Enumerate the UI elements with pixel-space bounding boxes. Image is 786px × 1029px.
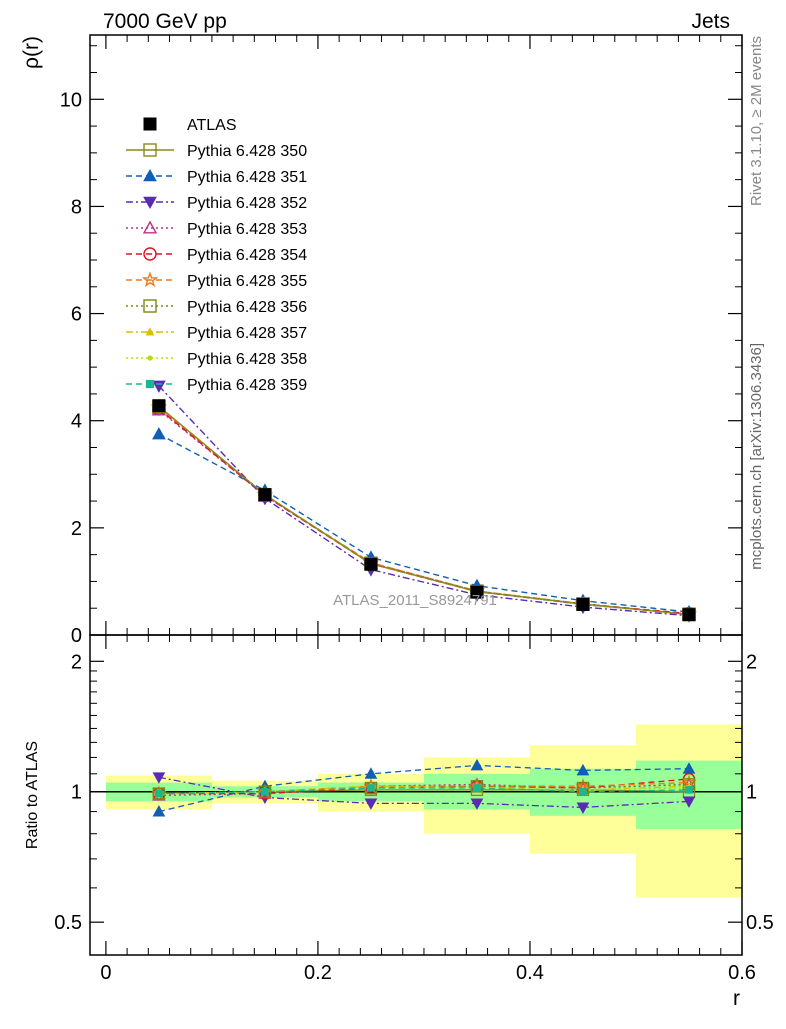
main-series-0-point-0 — [152, 399, 166, 413]
legend-marker-5 — [143, 247, 157, 261]
main-ytick-label-0: 0 — [71, 625, 82, 647]
main-series-9-line — [158, 406, 690, 615]
ratio-series-3-line — [158, 783, 690, 797]
legend-label-2: Pythia 6.428 351 — [187, 169, 307, 186]
ratio-series-9-point-0 — [155, 789, 163, 798]
ratio-series-2-point-2 — [364, 798, 378, 810]
legend-marker-2 — [143, 168, 157, 182]
x-tick-label-3: 0.6 — [728, 962, 756, 984]
ratio-ytick-label-right-0: 0.5 — [746, 912, 774, 934]
legend-marker-3 — [143, 196, 157, 210]
x-tick-label-1: 0.2 — [304, 962, 332, 984]
legend-label-10: Pythia 6.428 359 — [187, 377, 307, 394]
main-series-0-point-3 — [470, 585, 484, 599]
ratio-ytick-label-2: 2 — [71, 651, 82, 673]
legend-marker-7 — [143, 299, 157, 313]
ratio-ytick-label-right-2: 2 — [746, 651, 757, 673]
ratio-panel-frame: 0.5 0.5 1 1 2 2 0 0.2 0.4 0.6 — [54, 634, 774, 984]
legend-label-0: ATLAS — [187, 117, 237, 134]
main-series-6-line — [158, 406, 690, 615]
legend-marker-6 — [141, 271, 159, 287]
main-ytick-label-5: 10 — [60, 89, 82, 111]
legend-label-7: Pythia 6.428 356 — [187, 299, 307, 316]
legend-label-3: Pythia 6.428 352 — [187, 195, 307, 212]
main-series-0-point-2 — [364, 557, 378, 571]
main-series-2-point-0 — [152, 427, 166, 440]
ratio-series-1-point-2 — [364, 767, 378, 779]
legend-label-6: Pythia 6.428 355 — [187, 273, 307, 290]
main-series-4-line — [158, 409, 690, 615]
main-series-0-point-1 — [258, 488, 272, 502]
main-panel-series — [150, 380, 698, 623]
main-series-2-line — [158, 433, 690, 613]
ratio-series-9-line — [158, 787, 690, 795]
x-tick-label-0: 0 — [100, 962, 111, 984]
main-series-10-line — [158, 406, 690, 615]
main-series-0-point-5 — [682, 608, 696, 622]
ratio-series-9-point-1 — [261, 787, 269, 796]
ratio-series-2-point-0 — [152, 772, 166, 784]
main-ytick-label-3: 6 — [71, 304, 82, 326]
ratio-panel-series — [151, 758, 697, 817]
mcplots-source-label: mcplots.cern.ch [arXiv:1306.3436] — [748, 343, 765, 570]
ratio-series-2-point-3 — [470, 798, 484, 810]
main-series-0-point-4 — [576, 597, 590, 611]
ratio-series-1-point-0 — [152, 805, 166, 817]
main-series-7-line — [158, 406, 690, 615]
analysis-watermark: ATLAS_2011_S8924791 — [333, 592, 497, 609]
header-left-label: 7000 GeV pp — [103, 10, 227, 33]
main-series-3-line — [158, 385, 690, 617]
main-ytick-label-1: 2 — [71, 518, 82, 540]
legend-marker-10 — [145, 379, 155, 389]
legend-label-8: Pythia 6.428 357 — [187, 325, 307, 342]
main-panel-frame: 0 2 4 6 8 10 — [60, 34, 743, 647]
legend: ATLAS Pythia 6.428 350 Pythia 6.428 351 Pyt… — [126, 117, 307, 394]
legend-marker-4 — [142, 220, 158, 234]
x-tick-label-2: 0.4 — [516, 962, 544, 984]
header-right-label: Jets — [691, 10, 730, 33]
main-series-8-line — [158, 406, 690, 615]
ratio-series-2-point-4 — [576, 802, 590, 814]
main-ytick-label-4: 8 — [71, 196, 82, 218]
ratio-ytick-label-1: 1 — [71, 782, 82, 804]
legend-label-9: Pythia 6.428 358 — [187, 351, 307, 368]
ratio-border — [89, 634, 743, 956]
ratio-series-9-point-5 — [685, 786, 693, 794]
legend-marker-8 — [145, 327, 155, 336]
ratio-ytick-label-0: 0.5 — [54, 912, 82, 934]
legend-label-1: Pythia 6.428 350 — [187, 143, 307, 160]
ratio-series-1-point-4 — [576, 763, 590, 776]
main-series-1-line — [158, 405, 690, 616]
legend-marker-9 — [147, 355, 153, 361]
legend-label-4: Pythia 6.428 353 — [187, 221, 307, 238]
ratio-y-axis-label: Ratio to ATLAS — [24, 741, 41, 849]
ratio-series-1-point-3 — [470, 758, 484, 771]
ratio-series-5-line — [158, 781, 690, 795]
ratio-series-2-point-5 — [682, 796, 696, 808]
ratio-series-9-point-3 — [473, 784, 481, 792]
legend-marker-0 — [143, 117, 157, 131]
ratio-series-9-point-4 — [579, 787, 587, 796]
legend-marker-1 — [143, 143, 157, 157]
legend-label-5: Pythia 6.428 354 — [187, 247, 307, 264]
rivet-version-label: Rivet 3.1.10, ≥ 2M events — [748, 36, 765, 206]
main-y-axis-label: ρ(r) — [20, 36, 43, 69]
ratio-series-9-point-2 — [367, 784, 375, 792]
ratio-uncertainty-bands — [105, 724, 742, 898]
main-ytick-label-2: 4 — [71, 411, 82, 433]
ratio-series-1-line — [158, 764, 690, 813]
ratio-ytick-label-right-1: 1 — [746, 782, 757, 804]
x-axis-label: r — [733, 987, 740, 1010]
